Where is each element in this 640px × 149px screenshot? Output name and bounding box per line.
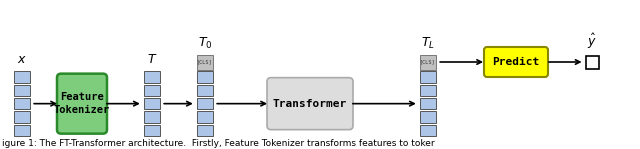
FancyBboxPatch shape	[57, 74, 107, 134]
Text: Transformer: Transformer	[273, 99, 347, 109]
Bar	[196, 98, 213, 109]
Text: $x$: $x$	[17, 53, 27, 66]
Text: [CLS]: [CLS]	[420, 59, 436, 65]
Bar	[420, 85, 436, 96]
Bar	[144, 85, 160, 96]
Bar	[144, 71, 160, 83]
Bar	[144, 125, 160, 136]
Text: $T_L$: $T_L$	[421, 36, 435, 52]
Bar	[420, 125, 436, 136]
Bar	[420, 71, 436, 83]
FancyBboxPatch shape	[267, 78, 353, 130]
FancyBboxPatch shape	[484, 47, 548, 77]
Bar	[420, 55, 436, 69]
Bar	[13, 125, 30, 136]
Bar	[420, 98, 436, 109]
Bar	[420, 111, 436, 123]
Bar	[196, 85, 213, 96]
Bar	[196, 125, 213, 136]
Bar	[13, 98, 30, 109]
Text: $T_0$: $T_0$	[198, 36, 212, 52]
Bar	[13, 71, 30, 83]
Bar	[144, 111, 160, 123]
Text: $T$: $T$	[147, 53, 157, 66]
Bar	[13, 111, 30, 123]
Bar	[586, 55, 598, 69]
Bar	[196, 55, 213, 69]
Bar	[196, 71, 213, 83]
Text: Predict: Predict	[492, 57, 540, 67]
Text: igure 1: The FT-Transformer architecture.  Firstly, Feature Tokenizer transforms: igure 1: The FT-Transformer architecture…	[2, 139, 435, 148]
Text: $\hat{y}$: $\hat{y}$	[587, 32, 597, 52]
Bar	[196, 111, 213, 123]
Text: Feature
Tokenizer: Feature Tokenizer	[54, 92, 110, 115]
Bar	[13, 85, 30, 96]
Bar	[144, 98, 160, 109]
Text: [CLS]: [CLS]	[197, 59, 213, 65]
